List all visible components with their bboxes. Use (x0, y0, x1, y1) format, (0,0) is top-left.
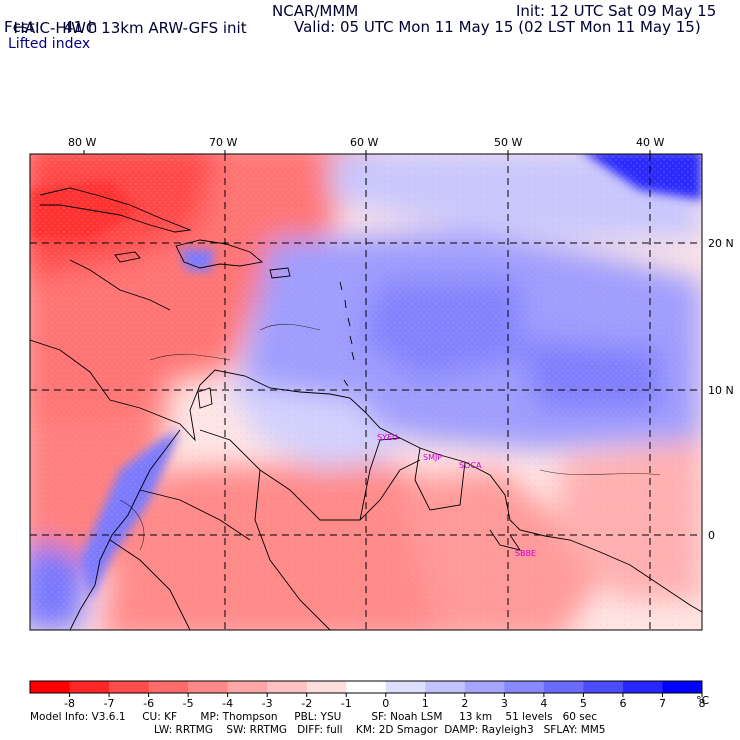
colorbar-swatch (622, 681, 663, 693)
colorbar-tick-label: 8 (699, 697, 706, 710)
lifted-index-field (30, 154, 702, 630)
colorbar-swatch (148, 681, 189, 693)
colorbar-tick-label: 7 (659, 697, 666, 710)
colorbar-swatch (425, 681, 466, 693)
org-label: NCAR/MMM (272, 2, 359, 20)
colorbar-swatch (306, 681, 347, 693)
colorbar-tick-label: 0 (382, 697, 389, 710)
colorbar-swatch (385, 681, 426, 693)
forecast-label: Fcst: (4, 18, 40, 36)
contour-lines (119, 323, 661, 551)
colorbar-tick-label: -1 (341, 697, 352, 710)
colorbar-tick-label: -7 (104, 697, 115, 710)
colorbar-tick-label: -3 (262, 697, 273, 710)
colorbar-swatch (109, 681, 150, 693)
colorbar-tick-label: 3 (501, 697, 508, 710)
colorbar-tick-label: -2 (301, 697, 312, 710)
colorbar-swatch (346, 681, 387, 693)
colorbar-tick-label: -8 (64, 697, 75, 710)
graticule (30, 154, 702, 630)
station-smjp: SMJP (423, 453, 442, 462)
colorbar-swatch (583, 681, 624, 693)
colorbar-unit: °C (696, 694, 710, 707)
station-soca: SOCA (459, 461, 482, 470)
model-info-line1: Model Info: V3.6.1 CU: KF MP: Thompson P… (30, 711, 597, 723)
colorbar-swatch (464, 681, 505, 693)
colorbar-swatch (504, 681, 545, 693)
colorbar-swatch (30, 681, 71, 693)
station-syeu: SYEU (377, 433, 398, 442)
colorbar-swatch (69, 681, 110, 693)
colorbar-swatch (543, 681, 584, 693)
colorbar-swatch (188, 681, 229, 693)
colorbar-tick-label: -4 (222, 697, 233, 710)
colorbar-tick-label: 5 (580, 697, 587, 710)
colorbar-tick-label: -5 (183, 697, 194, 710)
colorbar-tick-label: 6 (619, 697, 626, 710)
lon-label-50w: 50 W (494, 136, 522, 149)
lat-label-20n: 20 N (708, 237, 734, 250)
model-info-line2: LW: RRTMG SW: RRTMG DIFF: full KM: 2D Sm… (154, 724, 606, 736)
lon-ticks (83, 150, 651, 154)
lon-label-70w: 70 W (209, 136, 237, 149)
lon-label-60w: 60 W (350, 136, 378, 149)
lon-label-80w: 80 W (68, 136, 96, 149)
colorbar-tick-label: 2 (461, 697, 468, 710)
colorbar-tick-label: 4 (540, 697, 547, 710)
colorbar-swatch (267, 681, 308, 693)
station-sbbe: SBBE (515, 549, 536, 558)
model-title: HAIC-HIWC 13km ARW-GFS init (13, 19, 247, 37)
init-time: Init: 12 UTC Sat 09 May 15 (516, 2, 717, 20)
coastlines (30, 187, 702, 630)
colorbar-swatch (227, 681, 268, 693)
lon-label-40w: 40 W (636, 136, 664, 149)
forecast-hour: 41 h (64, 18, 98, 36)
colorbar-swatch (662, 681, 703, 693)
colorbar-frame (29, 680, 703, 694)
field-name: Lifted index (8, 36, 91, 52)
colorbar-tick-label: 1 (422, 697, 429, 710)
lat-label-10n: 10 N (708, 384, 734, 397)
lat-label-0: 0 (708, 529, 715, 542)
colorbar: -8 -7 -6 -5 -4 -3 -2 -1 0 1 2 3 4 5 6 7 8 (29, 680, 706, 710)
colorbar-tick-label: -6 (143, 697, 154, 710)
valid-time: Valid: 05 UTC Mon 11 May 15 (02 LST Mon … (294, 18, 701, 36)
